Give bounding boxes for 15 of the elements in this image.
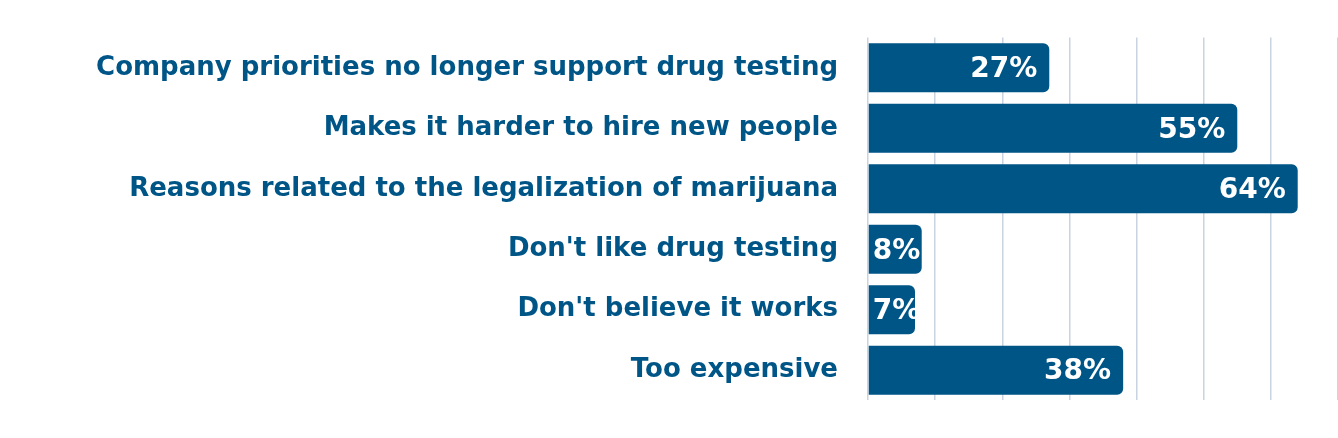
data-label: 27% [970, 51, 1038, 85]
y-tick-label: Don't like drug testing [507, 231, 838, 262]
data-label: 38% [1044, 353, 1112, 387]
y-tick-label: Don't believe it works [517, 292, 838, 323]
y-tick-label: Company priorities no longer support drug testing [96, 50, 838, 81]
y-tick-label: Makes it harder to hire new people [323, 111, 838, 142]
bar [868, 43, 1050, 93]
data-label: 8% [872, 232, 921, 266]
bar [868, 345, 1124, 395]
y-tick-label: Too expensive [630, 352, 838, 383]
bar [868, 103, 1238, 153]
bar [868, 164, 1298, 214]
data-label: 55% [1158, 111, 1226, 145]
y-tick-label: Reasons related to the legalization of marijuana [129, 171, 838, 202]
data-label: 64% [1218, 172, 1286, 206]
